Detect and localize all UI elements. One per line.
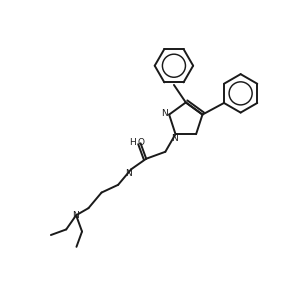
Text: H: H [129,138,136,147]
Text: O: O [137,138,144,147]
Text: N: N [171,134,178,143]
Text: N: N [72,211,79,220]
Text: N: N [161,109,168,118]
Text: N: N [126,169,132,178]
